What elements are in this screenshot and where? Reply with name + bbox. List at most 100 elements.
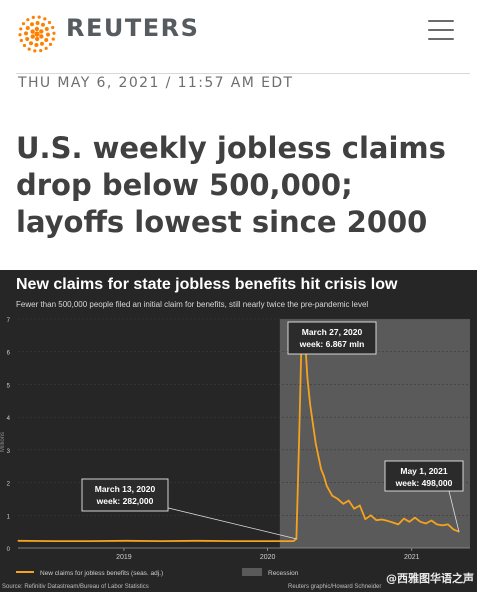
y-tick-label: 0 [7, 547, 11, 553]
logo-dot [40, 22, 45, 27]
site-header: REUTERS [0, 0, 477, 62]
annotation-title: March 13, 2020 [95, 484, 156, 494]
chart-subtitle: Fewer than 500,000 people filed an initi… [16, 300, 368, 309]
data-point [315, 442, 317, 444]
data-point [284, 540, 286, 542]
logo-dot [39, 48, 43, 53]
logo-dot [27, 47, 31, 51]
logo-dot [34, 42, 39, 47]
logo-dot [22, 43, 27, 48]
data-point [326, 485, 328, 487]
data-point [359, 504, 361, 507]
x-tick-label: 2020 [260, 554, 276, 561]
logo-dot [51, 37, 55, 41]
annotation-leader [447, 486, 460, 532]
annotation-text: week: 6.867 mln [299, 339, 365, 349]
data-point [392, 521, 394, 524]
legend-line-label: New claims for jobless benefits (seas. a… [40, 570, 163, 577]
data-point [196, 540, 198, 542]
data-point [89, 540, 91, 542]
data-point [320, 468, 322, 471]
logo-dot [19, 27, 23, 31]
data-point [436, 523, 438, 526]
logo-dot [29, 41, 34, 46]
data-point [419, 521, 421, 523]
series-line-jobless-claims [17, 322, 460, 543]
chart-title: New claims for state jobless benefits hi… [16, 276, 398, 293]
data-point [306, 377, 308, 379]
y-tick-label: 3 [7, 449, 11, 455]
logo-dot [34, 31, 40, 37]
annotation-text: week: 498,000 [395, 478, 453, 488]
logo-dot [19, 38, 23, 43]
chart-source: Source: Refinitiv Datastream/Bureau of L… [2, 584, 149, 590]
data-point [430, 519, 433, 522]
logo-dot [35, 21, 40, 26]
data-point [397, 523, 399, 526]
data-point [425, 522, 427, 525]
reuters-dot-logo-icon[interactable] [14, 11, 60, 57]
brand-name[interactable]: REUTERS [66, 14, 200, 42]
logo-dot [26, 18, 30, 22]
logo-dot [34, 26, 40, 32]
data-point [408, 521, 410, 523]
logo-dot [39, 34, 44, 39]
logo-dot [48, 42, 53, 46]
chart-svg: New claims for state jobless benefits hi… [0, 276, 474, 590]
logo-dot [47, 20, 52, 25]
logo-dot [39, 41, 44, 46]
data-point [160, 540, 162, 542]
logo-dot [24, 31, 29, 36]
data-point [386, 520, 388, 522]
data-point [375, 519, 377, 521]
annotation-leader [159, 505, 297, 540]
annotation-box [287, 321, 377, 355]
logo-dot [25, 26, 30, 31]
logo-dot [52, 31, 56, 35]
data-point [232, 540, 234, 542]
logo-dot [18, 33, 22, 37]
data-point [441, 524, 444, 527]
data-point [403, 517, 405, 520]
data-point [342, 503, 344, 505]
y-tick-label: 6 [7, 351, 11, 357]
logo-dot [21, 22, 26, 26]
y-tick-label: 2 [7, 482, 11, 488]
data-point [337, 498, 339, 500]
logo-dot [37, 15, 41, 19]
x-tick-label: 2021 [404, 554, 420, 561]
recession-area [279, 319, 470, 548]
y-tick-label: 7 [7, 318, 11, 324]
annotation-box [81, 478, 169, 512]
data-point [317, 455, 320, 457]
article-dateline: THU MAY 6, 2021 / 11:57 AM EDT [18, 75, 294, 91]
x-tick-label: 2019 [116, 554, 132, 561]
data-point [124, 540, 127, 542]
data-point [348, 499, 350, 502]
chart-credit: Reuters graphic/Howard Schneider [288, 584, 381, 590]
annotation-box [384, 460, 464, 492]
annotation-text: week: 282,000 [96, 496, 154, 506]
logo-dot [43, 17, 47, 21]
logo-dot [30, 29, 35, 34]
logo-dot [44, 37, 49, 42]
annotation-title: March 27, 2020 [302, 327, 363, 337]
jobless-claims-chart: New claims for state jobless benefits hi… [0, 270, 477, 592]
article-headline: U.S. weekly jobless claims drop below 50… [16, 131, 446, 239]
data-point [323, 475, 325, 477]
data-point [293, 540, 295, 542]
logo-dot [33, 49, 37, 53]
data-point [298, 439, 300, 441]
data-point [381, 518, 383, 521]
logo-dot [25, 36, 30, 41]
data-point [331, 495, 333, 497]
y-tick-label: 5 [7, 383, 11, 389]
data-point [17, 540, 19, 542]
logo-dot [39, 29, 44, 34]
data-point [53, 540, 55, 542]
y-axis-label: Millions [0, 432, 6, 452]
y-tick-label: 4 [7, 416, 11, 422]
hamburger-menu-icon[interactable] [428, 20, 454, 42]
logo-dot [31, 15, 35, 20]
logo-dot [45, 32, 50, 37]
